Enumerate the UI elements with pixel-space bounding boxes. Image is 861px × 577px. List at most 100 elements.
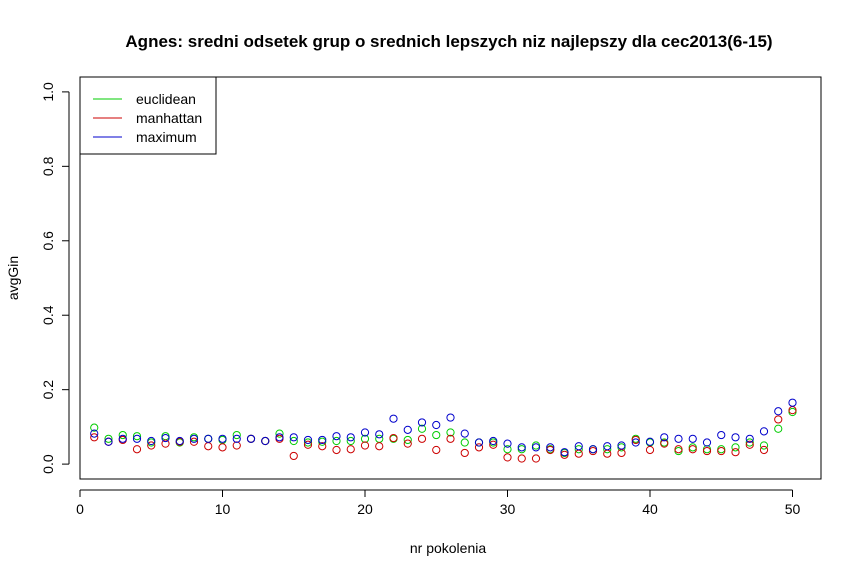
data-point-euclidean: [289, 436, 298, 446]
data-point-maximum: [318, 435, 327, 445]
data-point-manhattan: [546, 445, 555, 455]
data-point-manhattan: [303, 440, 313, 449]
data-point-maximum: [603, 442, 612, 451]
data-point-maximum: [788, 398, 797, 407]
data-point-maximum: [460, 429, 469, 438]
data-point-maximum: [560, 448, 569, 457]
data-point-euclidean: [104, 434, 113, 443]
data-point-maximum: [261, 436, 270, 446]
data-point-maximum: [717, 430, 726, 440]
data-point-maximum: [389, 414, 398, 423]
data-point-maximum: [161, 433, 170, 443]
data-point-euclidean: [417, 424, 427, 433]
data-point-maximum: [189, 434, 199, 443]
data-point-manhattan: [489, 440, 498, 449]
data-point-maximum: [360, 428, 370, 437]
series-euclidean: [90, 407, 797, 458]
x-axis-label: nr pokolenia: [410, 540, 486, 556]
data-point-maximum: [645, 437, 655, 446]
data-point-manhattan: [474, 443, 484, 452]
data-point-maximum: [531, 443, 541, 452]
x-tick-label: 50: [785, 501, 801, 517]
data-point-euclidean: [503, 445, 512, 454]
data-point-manhattan: [432, 445, 441, 455]
data-point-maximum: [574, 442, 583, 451]
data-point-euclidean: [731, 443, 740, 452]
data-point-maximum: [674, 434, 683, 443]
data-point-maximum: [132, 434, 142, 443]
data-point-maximum: [546, 443, 555, 452]
data-point-manhattan: [332, 445, 341, 455]
x-tick-label: 30: [500, 501, 516, 517]
data-point-maximum: [118, 434, 127, 443]
data-point-maximum: [503, 439, 512, 448]
legend: euclidean manhattan maximum: [79, 76, 217, 155]
data-point-euclidean: [774, 424, 783, 433]
x-axis: 0 10 20 30 40 50: [76, 489, 801, 517]
data-point-maximum: [218, 434, 227, 443]
legend-box: [79, 76, 217, 155]
data-point-manhattan: [645, 445, 655, 455]
data-point-maximum: [375, 430, 384, 439]
data-point-euclidean: [332, 436, 341, 446]
data-point-maximum: [489, 436, 498, 446]
data-point-manhattan: [360, 441, 370, 450]
data-point-manhattan: [90, 433, 99, 442]
data-point-manhattan: [147, 441, 156, 450]
data-point-euclidean: [446, 428, 455, 437]
data-point-manhattan: [375, 442, 384, 451]
data-point-euclidean: [574, 445, 583, 454]
data-point-maximum: [631, 438, 640, 447]
data-point-euclidean: [346, 436, 355, 446]
data-point-maximum: [232, 434, 241, 443]
data-point-maximum: [617, 441, 626, 450]
data-point-maximum: [275, 433, 284, 442]
data-point-euclidean: [759, 441, 769, 450]
data-point-euclidean: [303, 438, 313, 447]
data-point-manhattan: [503, 453, 512, 462]
data-point-maximum: [759, 427, 769, 436]
data-point-manhattan: [774, 415, 783, 424]
data-point-manhattan: [161, 439, 170, 448]
data-point-manhattan: [531, 454, 541, 463]
data-point-maximum: [289, 433, 298, 442]
y-tick-label: 0.4: [40, 305, 56, 325]
x-tick-label: 0: [76, 501, 84, 517]
data-point-maximum: [417, 418, 427, 427]
data-point-euclidean: [90, 423, 99, 432]
data-point-manhattan: [346, 445, 355, 454]
data-points: [90, 398, 797, 463]
data-point-maximum: [731, 433, 740, 442]
data-point-maximum: [702, 438, 712, 447]
legend-label-euclidean: euclidean: [136, 91, 196, 107]
data-point-manhattan: [660, 439, 669, 448]
data-point-maximum: [147, 436, 156, 446]
x-tick-label: 40: [642, 501, 658, 517]
data-point-maximum: [204, 434, 213, 443]
data-point-maximum: [688, 434, 697, 443]
data-point-manhattan: [189, 437, 199, 446]
data-point-maximum: [517, 443, 526, 452]
data-point-manhattan: [617, 448, 626, 458]
data-point-manhattan: [631, 435, 640, 445]
data-point-manhattan: [460, 448, 469, 458]
data-point-maximum: [774, 407, 783, 416]
data-point-euclidean: [132, 432, 142, 441]
data-point-euclidean: [745, 438, 754, 447]
data-point-maximum: [446, 413, 455, 422]
data-point-manhattan: [717, 446, 726, 456]
data-point-manhattan: [446, 434, 455, 443]
data-point-manhattan: [218, 443, 227, 452]
data-point-manhattan: [560, 450, 569, 459]
data-point-maximum: [403, 425, 412, 434]
data-point-manhattan: [204, 442, 213, 451]
data-point-euclidean: [232, 430, 241, 440]
data-point-maximum: [175, 436, 184, 446]
y-tick-label: 0.0: [40, 454, 56, 474]
data-point-euclidean: [432, 430, 441, 440]
data-point-manhattan: [731, 448, 740, 457]
data-point-manhattan: [702, 446, 712, 456]
data-point-manhattan: [417, 434, 427, 443]
data-point-manhattan: [745, 440, 754, 449]
